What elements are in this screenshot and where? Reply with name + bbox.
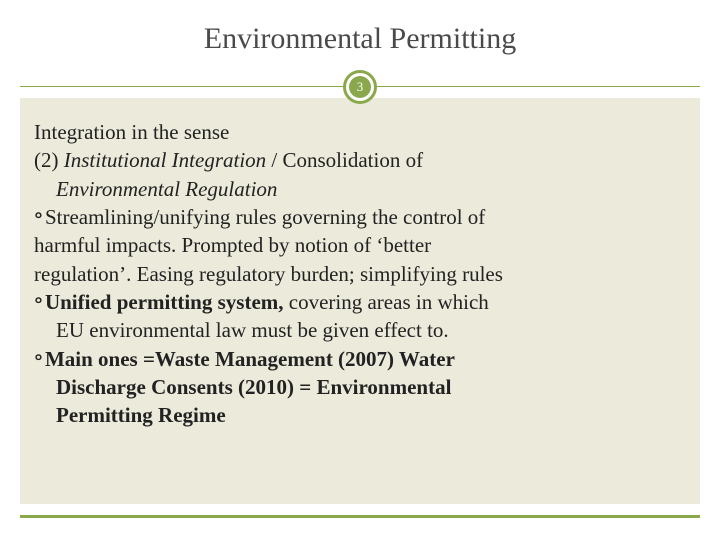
text-line: EU environmental law must be given effec… [34, 316, 686, 344]
bullet-icon: ॰ [34, 203, 43, 231]
slide: Environmental Permitting 3 Integration i… [0, 0, 720, 540]
bullet-item: ॰ Unified permitting system, covering ar… [34, 288, 686, 316]
divider: 3 [0, 70, 720, 104]
slide-title: Environmental Permitting [0, 0, 720, 56]
text-line: regulation’. Easing regulatory burden; s… [34, 260, 686, 288]
content-body: Integration in the sense (2) Institution… [34, 118, 686, 430]
text-line: Unified permitting system, covering area… [45, 288, 489, 316]
slide-number-badge: 3 [343, 70, 377, 104]
text-line: Streamlining/unifying rules governing th… [45, 203, 485, 231]
text-fragment-italic: Environmental Regulation [56, 177, 277, 201]
slide-number: 3 [349, 76, 371, 98]
text-fragment-bold: Unified permitting system, [45, 290, 289, 314]
bullet-icon: ॰ [34, 288, 43, 316]
text-line: harmful impacts. Prompted by notion of ‘… [34, 231, 686, 259]
text-fragment: / Consolidation of [271, 148, 423, 172]
text-line: Integration in the sense [34, 118, 686, 146]
text-line-bold: Main ones =Waste Management (2007) Water [45, 345, 455, 373]
bottom-rule [20, 515, 700, 518]
text-fragment-italic: Institutional Integration [64, 148, 272, 172]
text-line: Environmental Regulation [34, 175, 686, 203]
text-line-bold: Permitting Regime [34, 401, 686, 429]
bullet-icon: ॰ [34, 345, 43, 373]
text-fragment: (2) [34, 148, 64, 172]
text-fragment: covering areas in which [289, 290, 489, 314]
text-line: (2) Institutional Integration / Consolid… [34, 146, 686, 174]
text-line-bold: Discharge Consents (2010) = Environmenta… [34, 373, 686, 401]
bullet-item: ॰ Main ones =Waste Management (2007) Wat… [34, 345, 686, 373]
bullet-item: ॰ Streamlining/unifying rules governing … [34, 203, 686, 231]
